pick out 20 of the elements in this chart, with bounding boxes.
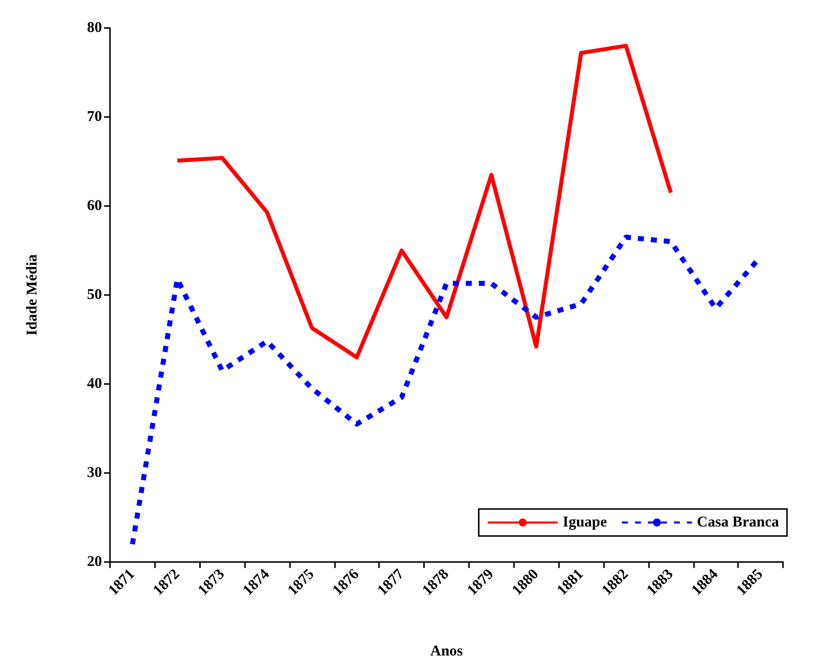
y-tick-label: 20: [87, 554, 102, 570]
x-tick-label: 1881: [554, 566, 587, 599]
legend-label: Casa Branca: [696, 514, 780, 530]
y-tick-label: 80: [87, 20, 102, 36]
y-tick-label: 40: [87, 376, 102, 392]
y-tick-label: 50: [87, 287, 102, 303]
y-axis-title: Idade Média: [24, 254, 40, 336]
x-tick-label: 1871: [106, 566, 138, 599]
x-tick-label: 1882: [599, 566, 632, 599]
x-axis-title: Anos: [430, 644, 463, 660]
x-tick-label: 1883: [644, 566, 676, 599]
x-tick-label: 1873: [195, 566, 228, 599]
y-tick-label: 30: [87, 465, 102, 481]
y-tick-label: 70: [87, 109, 102, 125]
x-tick-label: 1879: [464, 566, 498, 599]
legend-label: Iguape: [562, 514, 608, 530]
x-tick-label: 1880: [509, 566, 542, 599]
y-tick-label: 60: [87, 198, 102, 214]
line-series: [175, 44, 673, 360]
x-tick-label: 1872: [150, 566, 183, 599]
